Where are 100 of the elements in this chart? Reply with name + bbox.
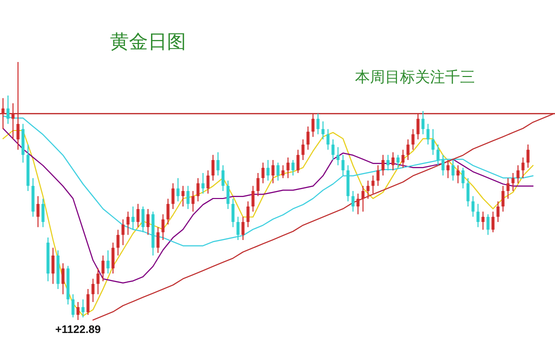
candlestick	[36, 196, 40, 228]
candlestick	[416, 113, 420, 140]
candlestick	[352, 190, 354, 212]
candlestick	[482, 211, 484, 230]
candlestick	[286, 156, 290, 179]
candlestick	[326, 128, 330, 150]
annotation: 本周目标关注千三	[355, 68, 475, 86]
candlestick	[386, 154, 390, 171]
candlestick	[276, 162, 280, 182]
candlestick	[92, 278, 94, 302]
candlestick	[436, 144, 440, 166]
candlestick	[236, 216, 240, 241]
candlestick	[422, 110, 424, 135]
candlestick	[16, 62, 20, 150]
text: +1122.89	[55, 324, 101, 336]
candlestick	[232, 198, 234, 228]
candlestick	[76, 301, 80, 320]
candlestick	[472, 196, 474, 218]
candlestick	[462, 167, 464, 189]
candlestick	[456, 164, 460, 184]
candlestick	[526, 144, 530, 168]
candlestick	[222, 164, 224, 192]
candlestick	[252, 185, 254, 212]
candlestick	[86, 288, 90, 316]
candlestick	[112, 242, 114, 274]
candlestick	[172, 182, 174, 210]
candlestick	[162, 214, 164, 241]
candlestick	[316, 113, 320, 135]
candlestick	[2, 98, 4, 130]
candlestick	[442, 154, 444, 176]
candlestick	[476, 203, 480, 228]
candlestick	[366, 180, 370, 200]
candlestick	[382, 154, 384, 176]
candlestick	[102, 255, 104, 282]
candlestick	[282, 164, 284, 179]
candlestick	[126, 211, 130, 236]
candlestick	[446, 160, 450, 179]
candlestick	[226, 180, 230, 210]
candlestick	[402, 149, 404, 168]
candlestick	[266, 160, 270, 182]
candlestick	[262, 162, 264, 184]
candlestick	[292, 160, 294, 176]
candlestick	[106, 250, 110, 274]
candlestick	[272, 160, 274, 184]
candlestick	[322, 120, 324, 140]
candlestick	[512, 172, 514, 192]
candlestick	[486, 214, 490, 236]
candlestick	[336, 146, 340, 166]
candlestick	[312, 113, 314, 138]
candlestick	[52, 247, 54, 284]
candlestick	[306, 126, 310, 150]
candlestick	[412, 128, 414, 150]
candlestick	[182, 185, 184, 207]
candlestick	[166, 198, 170, 226]
candlestick	[72, 294, 74, 318]
candlestick	[12, 102, 14, 140]
candlestick	[146, 208, 150, 236]
candlestick	[362, 185, 364, 212]
candlestick	[136, 203, 140, 228]
candlestick	[116, 229, 120, 256]
candlestick	[246, 200, 250, 228]
candlestick	[376, 164, 380, 186]
candlestick	[496, 200, 500, 222]
candlestick	[96, 268, 100, 295]
candlestick	[426, 123, 430, 146]
candlestick	[6, 95, 10, 124]
candlestick	[132, 206, 134, 230]
candlestick	[256, 172, 260, 197]
candlestick	[192, 190, 194, 212]
candlestick	[452, 160, 454, 182]
candlestick	[342, 154, 344, 176]
candlestick	[206, 170, 210, 194]
candlestick	[506, 178, 510, 200]
candlestick	[176, 178, 180, 202]
candlestick	[492, 211, 494, 233]
candlestick	[202, 172, 204, 194]
candlestick	[432, 128, 434, 156]
candlestick	[302, 138, 304, 161]
candlestick	[356, 193, 360, 215]
candlestick	[332, 138, 334, 161]
candlestick	[212, 154, 214, 182]
candlestick	[186, 185, 190, 210]
candlestick	[522, 156, 524, 179]
candlestick	[396, 154, 400, 168]
candlestick	[42, 198, 44, 228]
candlestick	[122, 218, 124, 246]
candlestick	[196, 178, 200, 202]
candlestick	[142, 206, 144, 233]
candlestick	[82, 298, 84, 318]
candlestick	[296, 149, 300, 174]
candlestick	[392, 152, 394, 171]
candlestick	[516, 164, 520, 184]
candlestick	[466, 178, 470, 207]
candlestick	[156, 226, 160, 254]
candlestick	[242, 216, 244, 241]
candlestick	[372, 175, 374, 194]
candlestick	[216, 152, 220, 176]
chart-title: 黄金日图	[110, 31, 186, 53]
candlestick	[62, 262, 64, 295]
candlestick	[502, 185, 504, 212]
